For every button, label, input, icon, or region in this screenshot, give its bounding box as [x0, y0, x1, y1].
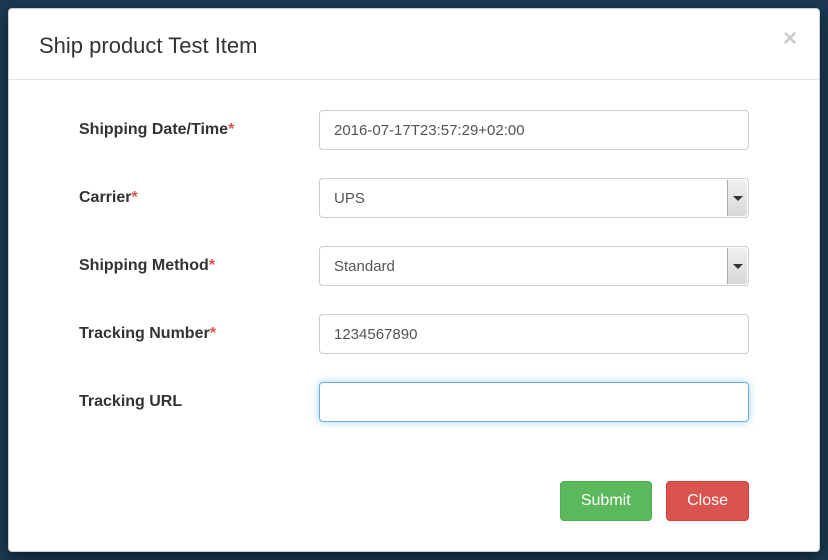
submit-button[interactable]: Submit	[560, 481, 652, 521]
input-tracking-number[interactable]	[319, 314, 749, 354]
field-shipping-datetime: Shipping Date/Time*	[79, 110, 749, 150]
label-shipping-method: Shipping Method*	[79, 257, 319, 275]
input-tracking-url[interactable]	[319, 382, 749, 422]
field-tracking-number: Tracking Number*	[79, 314, 749, 354]
field-shipping-method: Shipping Method* Standard	[79, 246, 749, 286]
ship-product-modal: Ship product Test Item × Shipping Date/T…	[8, 8, 820, 552]
modal-body: Shipping Date/Time* Carrier* UPS S	[9, 80, 819, 481]
field-carrier: Carrier* UPS	[79, 178, 749, 218]
close-button[interactable]: Close	[666, 481, 749, 521]
select-carrier[interactable]: UPS	[319, 178, 749, 218]
label-tracking-number: Tracking Number*	[79, 325, 319, 343]
field-tracking-url: Tracking URL	[79, 382, 749, 422]
required-mark: *	[210, 325, 216, 342]
modal-title: Ship product Test Item	[39, 33, 789, 59]
modal-header: Ship product Test Item ×	[9, 9, 819, 80]
modal-footer: Submit Close	[9, 481, 819, 551]
label-shipping-datetime: Shipping Date/Time*	[79, 121, 319, 139]
select-shipping-method[interactable]: Standard	[319, 246, 749, 286]
required-mark: *	[209, 257, 215, 274]
required-mark: *	[228, 121, 234, 138]
required-mark: *	[131, 189, 137, 206]
label-carrier: Carrier*	[79, 189, 319, 207]
label-tracking-url: Tracking URL	[79, 393, 319, 411]
input-shipping-datetime[interactable]	[319, 110, 749, 150]
close-icon[interactable]: ×	[783, 27, 797, 51]
